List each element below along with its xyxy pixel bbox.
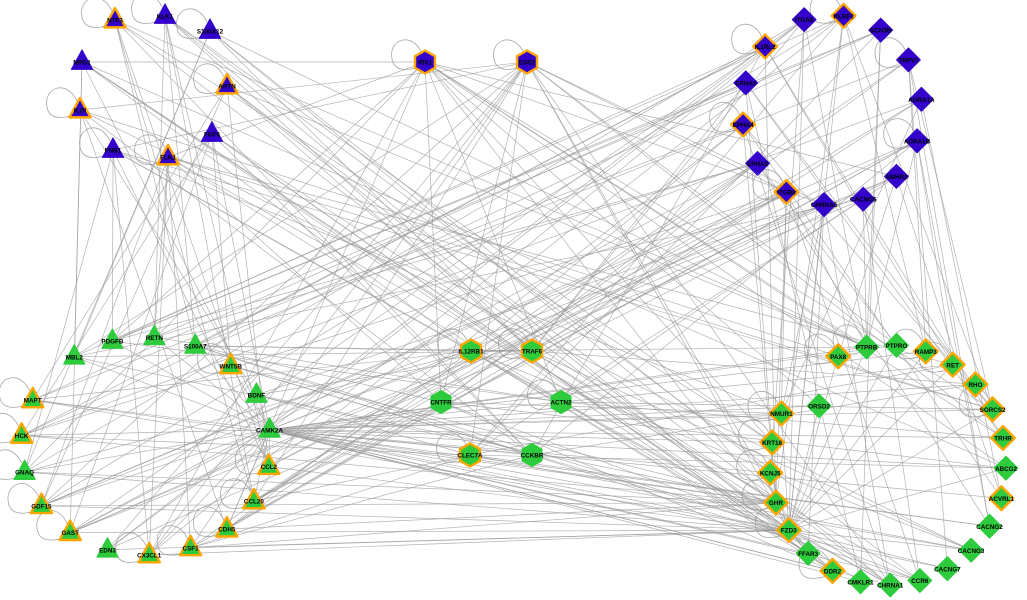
- svg-text:CLEC7A: CLEC7A: [457, 453, 483, 460]
- svg-text:CSF1: CSF1: [183, 545, 200, 552]
- svg-text:FNB1: FNB1: [105, 148, 122, 155]
- svg-text:RETN: RETN: [146, 335, 164, 342]
- svg-text:PAX8: PAX8: [830, 354, 846, 361]
- svg-text:ITGB8: ITGB8: [777, 190, 796, 197]
- svg-text:FLK1: FLK1: [160, 155, 176, 162]
- svg-text:GDF15: GDF15: [31, 503, 52, 510]
- svg-text:CACNG7: CACNG7: [934, 566, 961, 573]
- svg-text:MAPT: MAPT: [24, 398, 42, 405]
- svg-text:KLRF1: KLRF1: [833, 13, 854, 20]
- svg-text:PTPRO: PTPRO: [886, 343, 908, 350]
- svg-text:NTF3: NTF3: [107, 18, 123, 25]
- svg-text:GHR: GHR: [769, 500, 783, 507]
- svg-text:CCL2: CCL2: [261, 464, 278, 471]
- svg-text:DDR2: DDR2: [824, 569, 842, 576]
- svg-text:PTPRB: PTPRB: [856, 345, 878, 352]
- svg-text:ITGA8: ITGA8: [795, 17, 814, 24]
- svg-text:ESR2: ESR2: [519, 60, 536, 67]
- svg-text:KLK1: KLK1: [157, 14, 174, 21]
- svg-text:TRPV1: TRPV1: [898, 58, 919, 65]
- svg-text:CCR6: CCR6: [911, 578, 929, 585]
- svg-text:ADRA1A: ADRA1A: [908, 97, 935, 104]
- svg-text:TRAF6: TRAF6: [522, 349, 543, 356]
- svg-text:IL12RB1: IL12RB1: [458, 349, 484, 356]
- svg-text:ACVRL1: ACVRL1: [989, 496, 1015, 503]
- svg-text:FFAR3: FFAR3: [798, 551, 818, 558]
- svg-text:IRS1: IRS1: [418, 60, 432, 67]
- svg-text:IL20: IL20: [74, 108, 87, 115]
- svg-text:TRHR: TRHR: [994, 436, 1012, 443]
- svg-text:S100A12: S100A12: [197, 29, 224, 36]
- svg-text:ORSD2: ORSD2: [808, 404, 830, 411]
- svg-text:NRG1: NRG1: [73, 60, 91, 67]
- svg-text:WNT5B: WNT5B: [220, 363, 243, 370]
- svg-text:CACNG2: CACNG2: [976, 524, 1003, 531]
- svg-text:CCKBR: CCKBR: [521, 453, 544, 460]
- svg-text:NMUR1: NMUR1: [770, 411, 793, 418]
- svg-text:GAST: GAST: [61, 530, 79, 537]
- svg-text:SORCS2: SORCS2: [980, 407, 1006, 414]
- svg-text:CACNG3: CACNG3: [958, 548, 985, 555]
- svg-text:EDN3: EDN3: [99, 547, 116, 554]
- svg-text:RAMP3: RAMP3: [915, 349, 938, 356]
- svg-text:CHRNA5: CHRNA5: [811, 202, 838, 209]
- svg-text:CNTFR: CNTFR: [430, 400, 452, 407]
- svg-text:EPHA3: EPHA3: [747, 161, 768, 168]
- svg-text:SCN3B: SCN3B: [870, 28, 892, 35]
- svg-text:RHO: RHO: [969, 382, 983, 389]
- svg-text:FZD3: FZD3: [781, 528, 797, 535]
- svg-text:CCL20: CCL20: [244, 499, 264, 506]
- svg-text:KRT18: KRT18: [762, 440, 782, 447]
- svg-text:EPHA4: EPHA4: [733, 122, 754, 129]
- svg-text:CHRNA1: CHRNA1: [877, 583, 904, 590]
- svg-text:CAMK2A: CAMK2A: [256, 427, 283, 434]
- svg-text:S100A7: S100A7: [184, 343, 207, 350]
- svg-text:BDNF: BDNF: [248, 393, 266, 400]
- svg-text:PDGFB: PDGFB: [101, 339, 123, 346]
- svg-text:EPHA5: EPHA5: [735, 80, 756, 87]
- svg-text:RET: RET: [946, 362, 959, 369]
- svg-text:ARTN: ARTN: [218, 84, 236, 91]
- svg-text:FGF6: FGF6: [204, 132, 221, 139]
- svg-text:CX3CL1: CX3CL1: [137, 553, 162, 560]
- svg-text:ADRA1B: ADRA1B: [904, 138, 931, 145]
- svg-text:ACTN2: ACTN2: [551, 400, 572, 407]
- svg-text:AMHR2: AMHR2: [885, 174, 908, 181]
- svg-text:ABCG2: ABCG2: [995, 466, 1018, 473]
- svg-text:KCNJ5: KCNJ5: [760, 470, 781, 477]
- svg-text:CACNG5: CACNG5: [850, 197, 877, 204]
- svg-text:CDH5: CDH5: [218, 527, 236, 534]
- svg-text:IL1RL2: IL1RL2: [755, 44, 776, 51]
- svg-text:MBL2: MBL2: [66, 354, 84, 361]
- svg-text:HCK: HCK: [15, 433, 29, 440]
- svg-text:GNAQ: GNAQ: [15, 470, 34, 477]
- svg-text:CMKLR1: CMKLR1: [847, 579, 874, 586]
